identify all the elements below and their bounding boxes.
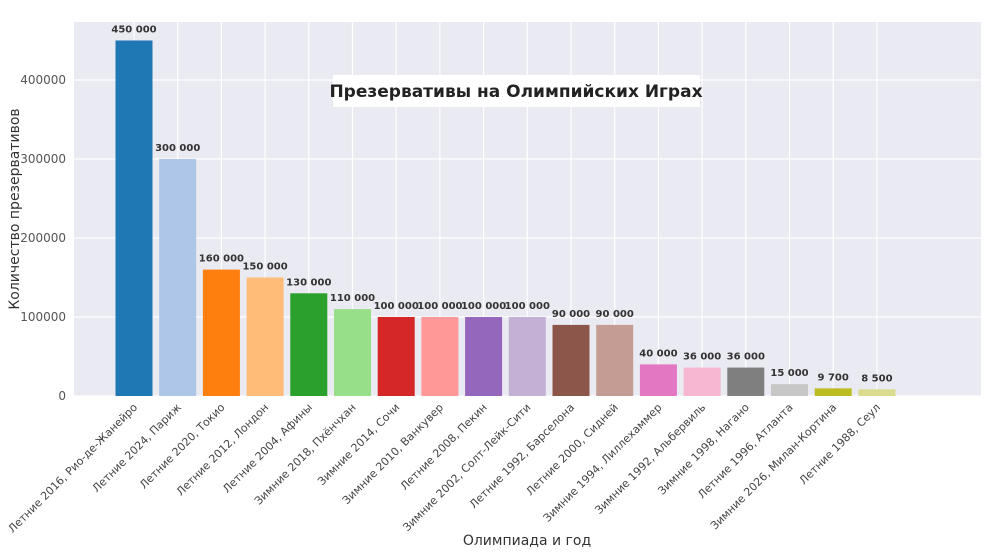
chart-title: Презервативы на Олимпийских Играх <box>329 82 702 102</box>
data-label: 40 000 <box>639 348 677 359</box>
data-label: 100 000 <box>461 301 506 312</box>
x-tick-label: Летние 2008, Пекин <box>398 401 490 493</box>
y-tick-label: 200000 <box>20 231 66 245</box>
x-tick-label: Зимние 2014, Сочи <box>315 401 402 488</box>
bar <box>596 324 634 396</box>
bar <box>683 367 721 396</box>
bar <box>552 324 590 396</box>
x-tick-label: Летние 1988, Сеул <box>797 401 883 487</box>
bar <box>465 316 503 396</box>
data-label: 36 000 <box>683 352 721 363</box>
bar <box>421 316 459 396</box>
chart-title-box: Презервативы на Олимпийских Играх <box>329 75 703 107</box>
bar <box>858 389 896 396</box>
data-label: 150 000 <box>242 261 287 272</box>
y-tick-label: 400000 <box>20 73 66 87</box>
y-axis-ticks: 0 100000 200000 300000 400000 <box>20 73 66 403</box>
data-label: 15 000 <box>770 368 808 379</box>
bar <box>727 367 765 396</box>
bar <box>202 269 240 396</box>
bar <box>771 384 808 396</box>
bar <box>377 316 415 396</box>
data-label: 9 700 <box>818 372 849 383</box>
bar <box>290 293 328 396</box>
data-label: 110 000 <box>330 293 375 304</box>
data-label: 130 000 <box>286 277 331 288</box>
data-label: 8 500 <box>861 373 892 384</box>
bar <box>115 40 153 396</box>
bar <box>334 309 371 396</box>
bar <box>639 364 677 396</box>
data-label: 100 000 <box>417 301 462 312</box>
bar <box>814 388 852 396</box>
title-background <box>333 75 700 107</box>
data-label: 90 000 <box>596 309 634 320</box>
data-label: 450 000 <box>111 24 156 35</box>
bar <box>508 316 546 396</box>
data-label: 160 000 <box>199 254 244 265</box>
x-tick-label: Летние 2024, Париж <box>90 401 184 495</box>
bar <box>159 158 197 396</box>
y-tick-label: 300000 <box>20 152 66 166</box>
bars <box>115 40 896 396</box>
x-axis-label: Олимпиада и год <box>463 533 591 549</box>
data-label: 100 000 <box>505 301 550 312</box>
y-tick-label: 0 <box>58 389 66 403</box>
data-label: 300 000 <box>155 143 200 154</box>
data-label: 36 000 <box>727 352 765 363</box>
y-axis-label: Количество презервативов <box>7 108 23 309</box>
x-tick-label: Летние 2020, Токио <box>137 401 228 492</box>
data-label: 90 000 <box>552 309 590 320</box>
data-label: 100 000 <box>374 301 419 312</box>
y-tick-label: 100000 <box>20 310 66 324</box>
bar <box>246 277 284 396</box>
